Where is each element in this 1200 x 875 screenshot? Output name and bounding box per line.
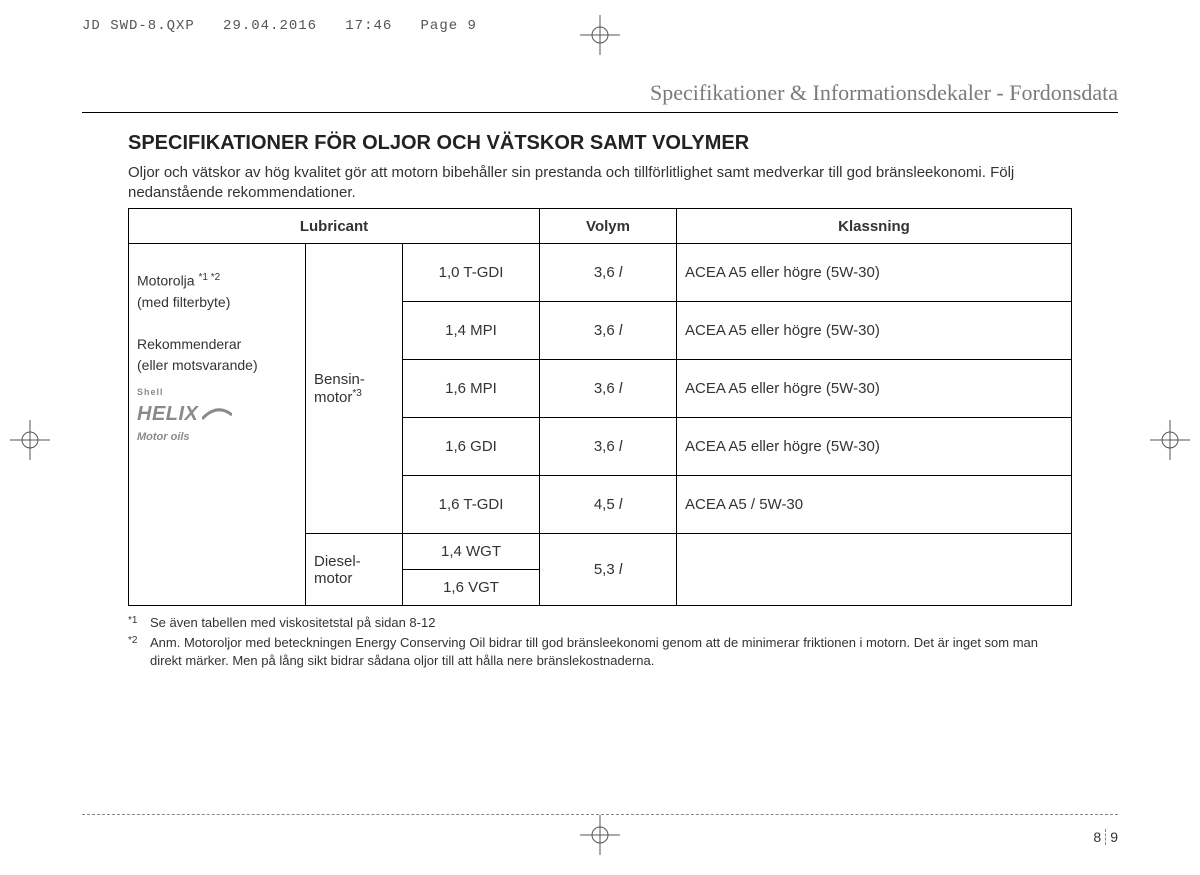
volume-cell: 4,5 l xyxy=(540,476,677,534)
table-header-row: Lubricant Volym Klassning xyxy=(129,209,1072,244)
vol-unit: l xyxy=(619,380,622,397)
volume-cell: 3,6 l xyxy=(540,244,677,302)
footnote-1: *1 Se även tabellen med viskositetstal p… xyxy=(128,614,1072,634)
vol-unit: l xyxy=(619,561,622,578)
helix-logo-sub: Motor oils xyxy=(137,429,297,446)
lub-sup1: *1 *2 xyxy=(198,272,220,283)
class-cell: ACEA A5 eller högre (5W-30) xyxy=(677,302,1072,360)
footnote-2: *2 Anm. Motoroljor med beteckningen Ener… xyxy=(128,634,1072,670)
lub-line2: (med filterbyte) xyxy=(137,294,230,310)
page-title: SPECIFIKATIONER FÖR OLJOR OCH VÄTSKOR SA… xyxy=(128,132,1072,155)
meta-page: Page 9 xyxy=(421,18,477,34)
volume-cell: 5,3 l xyxy=(540,534,677,606)
registration-mark-right xyxy=(1150,420,1190,465)
engine-cell: 1,6 T-GDI xyxy=(403,476,540,534)
lub-line1: Motorolja xyxy=(137,273,198,289)
spec-table: Lubricant Volym Klassning Motorolja *1 *… xyxy=(128,208,1072,606)
helix-logo-big: HELIX xyxy=(137,399,297,429)
th-class: Klassning xyxy=(677,209,1072,244)
lub-line4: (eller motsvarande) xyxy=(137,357,258,373)
th-volume: Volym xyxy=(540,209,677,244)
page-number: 89 xyxy=(1093,829,1118,845)
volume-cell: 3,6 l xyxy=(540,302,677,360)
engine-cell: 1,4 MPI xyxy=(403,302,540,360)
class-cell: ACEA A5 eller högre (5W-30) xyxy=(677,244,1072,302)
intro-text: Oljor och vätskor av hög kvalitet gör at… xyxy=(128,163,1072,202)
class-cell: ACEA A5 eller högre (5W-30) xyxy=(677,418,1072,476)
engine-cell: 1,6 GDI xyxy=(403,418,540,476)
header-rule xyxy=(82,112,1118,113)
motor-type-diesel: Diesel-motor xyxy=(306,534,403,606)
meta-date: 29.04.2016 xyxy=(223,18,317,34)
registration-mark-top xyxy=(580,15,620,60)
fn1-text: Se även tabellen med viskositetstal på s… xyxy=(150,614,435,634)
meta-file: JD SWD-8.QXP xyxy=(82,18,195,34)
registration-mark-bottom xyxy=(580,815,620,860)
page-num-left: 8 xyxy=(1093,829,1101,845)
fn2-label: *2 xyxy=(128,635,137,646)
volume-cell: 3,6 l xyxy=(540,418,677,476)
class-cell: ACEA A5 / 5W-30 xyxy=(677,476,1072,534)
lubricant-cell: Motorolja *1 *2 (med filterbyte) Rekomme… xyxy=(129,244,306,606)
vol-unit: l xyxy=(619,322,622,339)
file-meta: JD SWD-8.QXP 29.04.2016 17:46 Page 9 xyxy=(82,18,477,34)
table-row: Motorolja *1 *2 (med filterbyte) Rekomme… xyxy=(129,244,1072,302)
registration-mark-left xyxy=(10,420,50,465)
volume-cell: 3,6 l xyxy=(540,360,677,418)
fn1-label: *1 xyxy=(128,615,137,626)
page-num-right: 9 xyxy=(1110,829,1118,845)
vol-val: 3,6 xyxy=(594,380,615,397)
engine-cell: 1,6 MPI xyxy=(403,360,540,418)
vol-val: 3,6 xyxy=(594,322,615,339)
motor-type-bensin: Bensin-motor*3 xyxy=(306,244,403,534)
vol-unit: l xyxy=(619,438,622,455)
vol-val: 4,5 xyxy=(594,496,615,513)
engine-cell: 1,6 VGT xyxy=(403,570,540,606)
th-lubricant: Lubricant xyxy=(129,209,540,244)
engine-cell: 1,4 WGT xyxy=(403,534,540,570)
engine-cell: 1,0 T-GDI xyxy=(403,244,540,302)
vol-val: 5,3 xyxy=(594,561,615,578)
vol-unit: l xyxy=(619,264,622,281)
fn2-text: Anm. Motoroljor med beteckningen Energy … xyxy=(150,634,1072,670)
vol-val: 3,6 xyxy=(594,438,615,455)
helix-logo-small: Shell xyxy=(137,386,297,400)
meta-time: 17:46 xyxy=(345,18,392,34)
section-header: Specifikationer & Informationsdekaler - … xyxy=(650,80,1118,106)
page-bottom-rule xyxy=(82,814,1118,815)
footnotes: *1 Se även tabellen med viskositetstal p… xyxy=(128,614,1072,670)
bensin-sup: *3 xyxy=(352,388,361,399)
helix-logo-big-text: HELIX xyxy=(137,399,198,429)
class-cell: ACEA A5 eller högre (5W-30) xyxy=(677,360,1072,418)
lub-line3: Rekommenderar xyxy=(137,336,241,352)
vol-unit: l xyxy=(619,496,622,513)
helix-swoosh-icon xyxy=(202,407,232,421)
vol-val: 3,6 xyxy=(594,264,615,281)
helix-logo: Shell HELIX Motor oils xyxy=(137,386,297,446)
content-area: SPECIFIKATIONER FÖR OLJOR OCH VÄTSKOR SA… xyxy=(128,132,1072,670)
class-cell xyxy=(677,534,1072,606)
